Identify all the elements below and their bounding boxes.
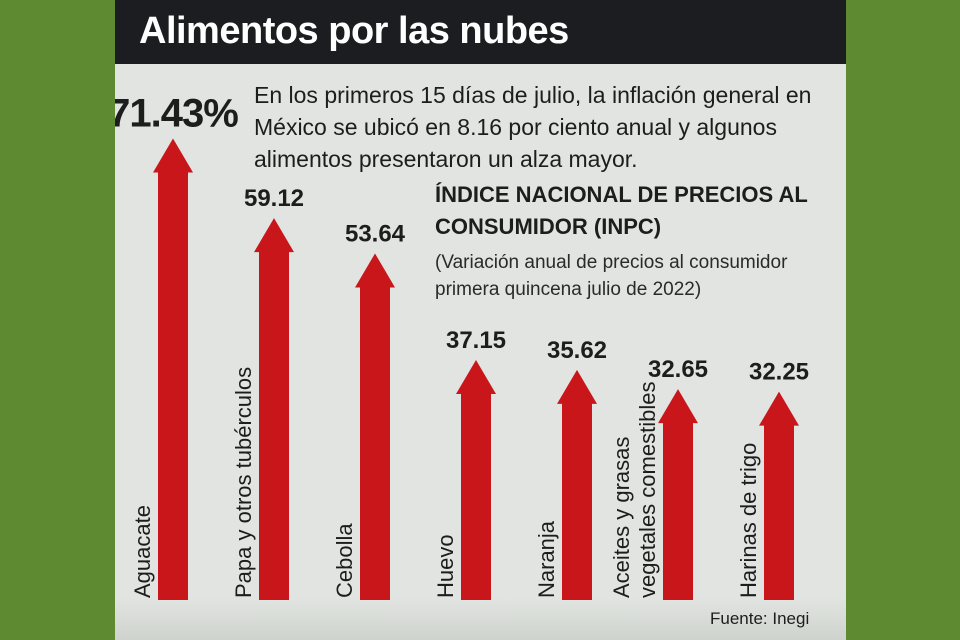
page-title: Alimentos por las nubes xyxy=(139,10,569,52)
arrow-shape xyxy=(557,369,597,600)
category-label: Aceites y grasas xyxy=(609,437,634,598)
category-label: Huevo xyxy=(433,534,458,598)
category-label: Naranja xyxy=(534,520,559,598)
category-label: Aguacate xyxy=(130,505,155,598)
arrow-bar: 59.12 Papa y otros tubérculos xyxy=(231,185,304,601)
value-label: 71.43% xyxy=(115,92,238,136)
value-label: 59.12 xyxy=(244,185,304,212)
intro-text: En los primeros 15 días de julio, la inf… xyxy=(254,82,812,172)
value-label: 35.62 xyxy=(547,337,607,364)
arrow-bar: 32.65 Aceites y grasas vegetales comestibl… xyxy=(609,356,708,600)
value-label: 32.25 xyxy=(749,359,809,386)
arrow-bar-chart: 71.43% Aguacate 59.12 Papa y otros tubércul… xyxy=(115,92,809,601)
category-label: Harinas de trigo xyxy=(736,443,761,598)
arrow-shape xyxy=(456,360,496,600)
arrow-shape xyxy=(759,391,799,600)
value-label: 53.64 xyxy=(345,220,406,247)
arrow-bar: 71.43% Aguacate xyxy=(115,92,239,600)
category-label: Cebolla xyxy=(332,523,357,598)
arrow-shape xyxy=(153,138,193,600)
arrow-bar: 35.62 Naranja xyxy=(534,337,607,600)
chart-subtitle: (Variación anual de precios al consumido… xyxy=(435,252,788,300)
arrow-bar: 53.64 Cebolla xyxy=(332,220,406,600)
header-bar: Alimentos por las nubes xyxy=(115,0,846,64)
arrow-shape xyxy=(254,218,294,601)
infographic-card: Alimentos por las nubes 71.43% Aguacate 59… xyxy=(115,0,846,640)
arrow-bar: 32.25 Harinas de trigo xyxy=(736,359,809,600)
arrow-shape xyxy=(658,389,698,600)
arrow-shape xyxy=(355,253,395,600)
category-label: Papa y otros tubérculos xyxy=(231,367,256,598)
chart-title: ÍNDICE NACIONAL DE PRECIOS AL CONSUMIDOR… xyxy=(435,182,808,239)
value-label: 37.15 xyxy=(446,327,506,354)
category-label: vegetales comestibles xyxy=(635,382,660,598)
arrow-bar: 37.15 Huevo xyxy=(433,327,506,600)
value-label: 32.65 xyxy=(648,356,708,383)
source-note: Fuente: Inegi xyxy=(710,609,810,628)
